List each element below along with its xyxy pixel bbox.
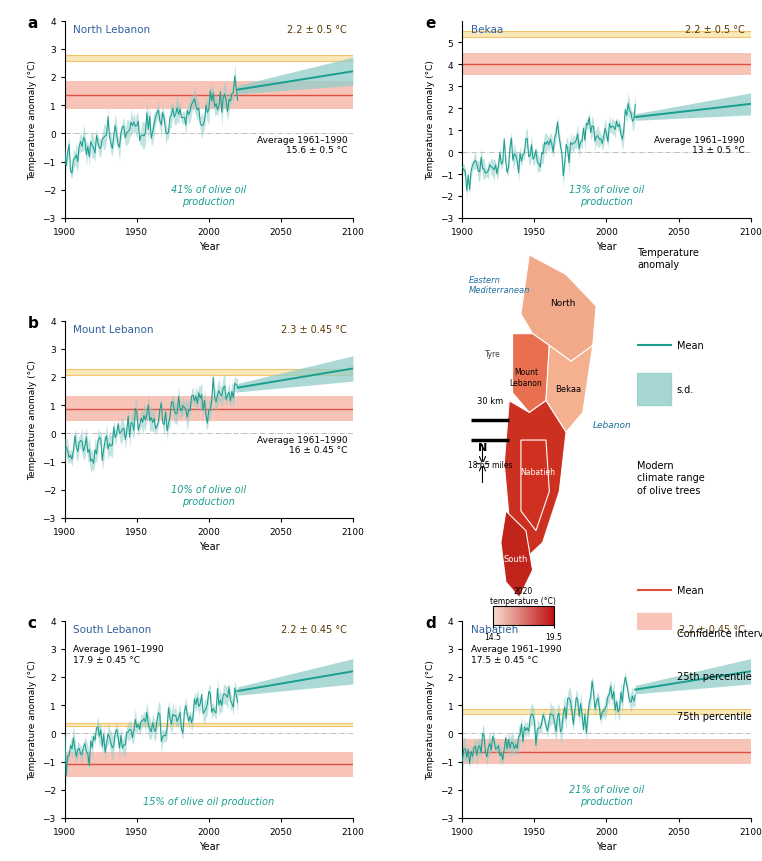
- Text: Tyre: Tyre: [485, 350, 501, 358]
- Bar: [463, 32, 751, 38]
- Text: 10% of olive oil
production: 10% of olive oil production: [171, 485, 246, 506]
- Text: 25th percentile: 25th percentile: [677, 672, 751, 682]
- Text: Lebanon: Lebanon: [593, 420, 632, 430]
- Text: Average 1961–1990
15.6 ± 0.5 °C: Average 1961–1990 15.6 ± 0.5 °C: [257, 136, 347, 155]
- Text: 21% of olive oil
production: 21% of olive oil production: [569, 784, 644, 806]
- Bar: [65, 56, 353, 62]
- Text: Mount Lebanon: Mount Lebanon: [73, 325, 154, 335]
- Text: 2.2 ± 0.5 °C: 2.2 ± 0.5 °C: [287, 26, 347, 35]
- Text: Bekaa: Bekaa: [471, 26, 504, 35]
- Text: 2.2 ± 0.5 °C: 2.2 ± 0.5 °C: [685, 26, 744, 35]
- Text: N: N: [478, 443, 487, 452]
- Text: North: North: [550, 298, 575, 307]
- Text: s.d.: s.d.: [677, 384, 694, 394]
- Text: Modern
climate range
of olive trees: Modern climate range of olive trees: [637, 460, 705, 495]
- Text: 18.65 miles: 18.65 miles: [468, 460, 512, 469]
- Bar: [65, 82, 353, 109]
- Text: Nabatieh: Nabatieh: [471, 625, 518, 635]
- Text: d: d: [425, 615, 436, 630]
- Y-axis label: Temperature anomaly (°C): Temperature anomaly (°C): [426, 660, 434, 779]
- Bar: [463, 54, 751, 77]
- Text: Bekaa: Bekaa: [555, 385, 581, 393]
- Text: South Lebanon: South Lebanon: [73, 625, 152, 635]
- Title: 2020
temperature (°C): 2020 temperature (°C): [491, 586, 556, 605]
- Text: Average 1961–1990
17.5 ± 0.45 °C: Average 1961–1990 17.5 ± 0.45 °C: [471, 645, 562, 664]
- Y-axis label: Temperature anomaly (°C): Temperature anomaly (°C): [28, 360, 37, 480]
- X-axis label: Year: Year: [199, 542, 219, 552]
- Text: Nabatieh: Nabatieh: [520, 468, 555, 476]
- Text: Confidence interval: Confidence interval: [677, 629, 762, 638]
- Text: South: South: [504, 554, 528, 563]
- Polygon shape: [513, 334, 549, 413]
- Bar: [65, 369, 353, 375]
- Text: Temperature
anomaly: Temperature anomaly: [637, 248, 699, 270]
- Text: c: c: [27, 615, 37, 630]
- Polygon shape: [504, 401, 566, 559]
- Y-axis label: Temperature anomaly (°C): Temperature anomaly (°C): [28, 660, 37, 779]
- Bar: [463, 709, 751, 714]
- Polygon shape: [546, 346, 593, 432]
- Text: 15% of olive oil production: 15% of olive oil production: [143, 796, 274, 806]
- Text: Average 1961–1990
16 ± 0.45 °C: Average 1961–1990 16 ± 0.45 °C: [257, 436, 347, 455]
- Text: 41% of olive oil
production: 41% of olive oil production: [171, 185, 246, 207]
- Y-axis label: Temperature anomaly (°C): Temperature anomaly (°C): [28, 60, 37, 180]
- Text: a: a: [27, 15, 37, 31]
- Polygon shape: [521, 441, 549, 531]
- Text: e: e: [425, 15, 435, 31]
- Text: 2.2 ± 0.45 °C: 2.2 ± 0.45 °C: [281, 625, 347, 635]
- Text: Mount
Lebanon: Mount Lebanon: [510, 368, 543, 387]
- Polygon shape: [521, 256, 596, 362]
- Text: Average 1961–1990
13 ± 0.5 °C: Average 1961–1990 13 ± 0.5 °C: [655, 136, 744, 155]
- Polygon shape: [501, 511, 533, 598]
- Text: North Lebanon: North Lebanon: [73, 26, 151, 35]
- Text: Mean: Mean: [677, 341, 703, 351]
- X-axis label: Year: Year: [199, 242, 219, 252]
- Bar: [463, 739, 751, 765]
- Bar: [65, 396, 353, 422]
- X-axis label: Year: Year: [596, 242, 616, 252]
- Text: 2.3 ± 0.45 °C: 2.3 ± 0.45 °C: [281, 325, 347, 335]
- Text: Eastern
Mediterranean: Eastern Mediterranean: [469, 276, 530, 294]
- Text: 2.2 ± 0.45 °C: 2.2 ± 0.45 °C: [679, 625, 744, 635]
- X-axis label: Year: Year: [596, 841, 616, 852]
- Text: 13% of olive oil
production: 13% of olive oil production: [569, 185, 644, 207]
- Text: Average 1961–1990
17.9 ± 0.45 °C: Average 1961–1990 17.9 ± 0.45 °C: [73, 645, 164, 664]
- X-axis label: Year: Year: [199, 841, 219, 852]
- Text: 30 km: 30 km: [477, 396, 503, 406]
- Bar: [65, 723, 353, 727]
- Text: 75th percentile: 75th percentile: [677, 711, 751, 721]
- Y-axis label: Temperature anomaly (°C): Temperature anomaly (°C): [426, 60, 434, 180]
- Text: b: b: [27, 315, 38, 331]
- Bar: [65, 752, 353, 777]
- Text: Mean: Mean: [677, 585, 703, 595]
